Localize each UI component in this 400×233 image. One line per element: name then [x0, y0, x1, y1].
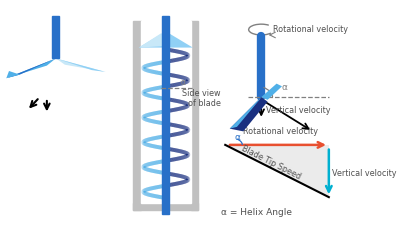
Polygon shape [225, 145, 329, 197]
Text: Side view
of blade: Side view of blade [182, 89, 221, 108]
Polygon shape [6, 58, 56, 78]
Text: Rotational velocity: Rotational velocity [243, 127, 318, 136]
Polygon shape [230, 97, 268, 131]
Bar [191, 21, 198, 210]
Polygon shape [6, 71, 20, 78]
Polygon shape [56, 58, 106, 72]
Polygon shape [139, 31, 193, 48]
Text: α: α [234, 133, 240, 142]
Bar [162, 16, 169, 214]
Polygon shape [261, 84, 282, 100]
Text: Vertical velocity: Vertical velocity [266, 106, 330, 115]
Polygon shape [230, 97, 261, 129]
Text: Blade Tip Speed: Blade Tip Speed [240, 144, 302, 182]
Polygon shape [6, 58, 56, 78]
Polygon shape [56, 58, 106, 72]
Text: Rotational velocity: Rotational velocity [273, 25, 348, 34]
Text: α = Helix Angle: α = Helix Angle [221, 208, 292, 217]
Bar [133, 21, 140, 210]
Bar [133, 202, 198, 210]
Text: α: α [282, 83, 288, 92]
Bar [52, 16, 60, 58]
Polygon shape [139, 33, 170, 48]
Text: Vertical velocity: Vertical velocity [332, 168, 397, 178]
Text: α: α [180, 79, 185, 87]
Bar [140, 21, 191, 202]
